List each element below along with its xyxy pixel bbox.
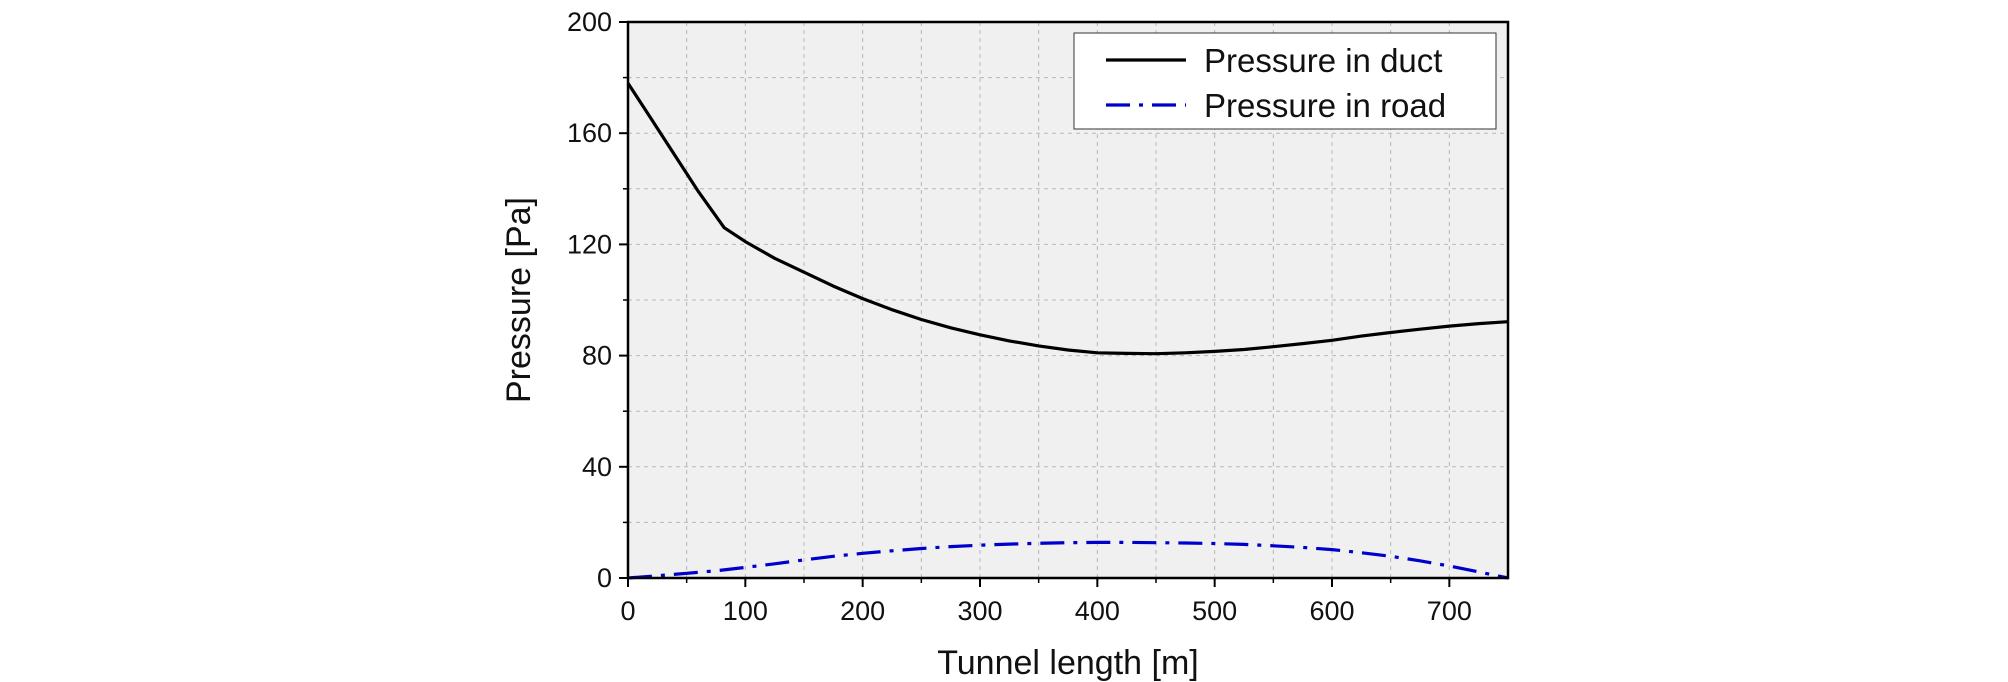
x-tick-label: 200 (840, 596, 885, 626)
y-tick-label: 120 (567, 229, 612, 259)
y-tick-label: 40 (582, 452, 612, 482)
x-tick-label: 0 (620, 596, 635, 626)
y-tick-label: 200 (567, 7, 612, 37)
legend: Pressure in duct Pressure in road (1073, 32, 1497, 130)
legend-label-road: Pressure in road (1204, 87, 1446, 124)
y-tick-label: 0 (597, 563, 612, 593)
series-line-road (627, 540, 1509, 580)
x-tick-label: 700 (1427, 596, 1472, 626)
grid-lines (628, 22, 1508, 578)
y-axis-title: Pressure [Pa] (500, 197, 538, 403)
y-tick-label: 160 (567, 118, 612, 148)
legend-box (1073, 32, 1497, 130)
x-tick-label: 300 (957, 596, 1002, 626)
x-tick-label: 600 (1309, 596, 1354, 626)
x-tick-label: 100 (723, 596, 768, 626)
x-tick-label: 400 (1075, 596, 1120, 626)
axis-ticks: 0 100 200 300 400 500 600 700 0 40 80 120 160 200 (567, 7, 1472, 626)
y-tick-label: 80 (582, 341, 612, 371)
x-axis-title: Tunnel length [m] (937, 644, 1198, 682)
series-group (626, 82, 1509, 580)
series-line-duct (626, 82, 1509, 356)
legend-label-duct: Pressure in duct (1204, 42, 1442, 79)
x-tick-label: 500 (1192, 596, 1237, 626)
